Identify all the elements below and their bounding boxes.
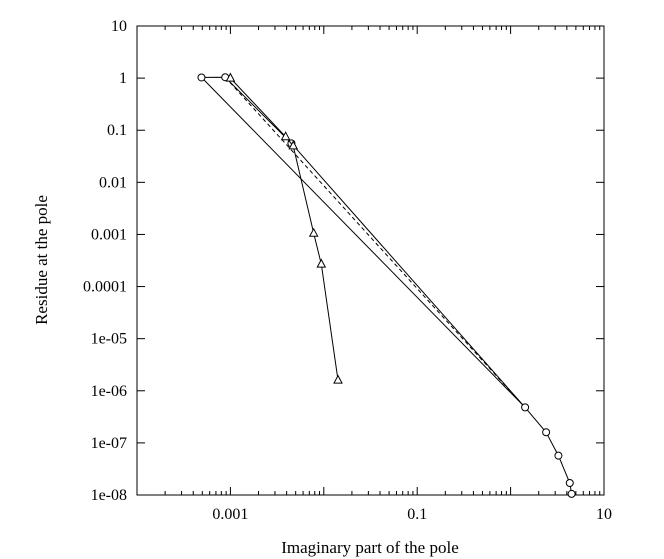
triangle-marker: [333, 374, 343, 384]
series-line: [230, 77, 339, 381]
y-tick-label: 0.01: [99, 174, 127, 191]
triangle-marker: [288, 140, 299, 150]
series-line: [201, 76, 573, 494]
y-axis-title: Residue at the pole: [32, 195, 51, 325]
circle-marker: [567, 489, 576, 498]
axis-ticks: [136, 25, 605, 496]
x-tick-label: 0.1: [407, 506, 427, 523]
x-tick-label: 10: [596, 506, 612, 523]
circle-marker: [554, 451, 563, 460]
triangle-marker: [308, 227, 319, 237]
y-tick-label: 1e-07: [91, 435, 127, 452]
triangle-marker: [280, 131, 291, 141]
triangle-marker: [316, 258, 327, 268]
y-tick-label: 0.001: [91, 226, 127, 243]
y-tick-label: 1e-05: [91, 331, 127, 348]
plot-frame: [136, 25, 605, 496]
y-tick-label: 1e-06: [91, 383, 127, 400]
x-tick-label: 0.001: [212, 506, 248, 523]
circle-marker: [565, 478, 574, 487]
x-axis-title: Imaginary part of the pole: [281, 538, 459, 557]
y-tick-label: 0.1: [107, 122, 127, 139]
y-tick-label: 0.0001: [83, 279, 127, 296]
y-tick-label: 1: [119, 70, 127, 87]
triangle-marker: [225, 72, 236, 82]
tick-labels: 0.001 0.1 10 10 1 0.1 0.01 0.001 0.0001 1e-05 1e-0…: [83, 18, 612, 523]
series-layer: [197, 72, 576, 498]
series-line: [201, 77, 526, 408]
circle-marker: [197, 73, 206, 82]
y-tick-label: 10: [111, 18, 127, 35]
y-tick-label: 1e-08: [91, 487, 127, 504]
circle-marker: [542, 428, 551, 437]
circle-marker: [521, 403, 530, 412]
series-line: [224, 76, 526, 408]
